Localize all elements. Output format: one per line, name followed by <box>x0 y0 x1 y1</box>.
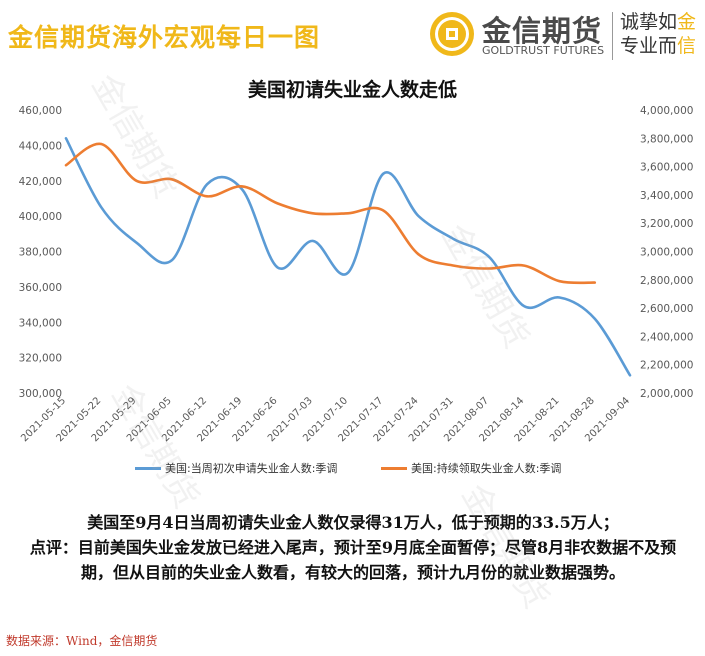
right-axis-tick-label: 4,000,000 <box>640 105 693 117</box>
goldtrust-logo-icon <box>430 12 474 56</box>
left-axis-ticks: 300,000 320,000 340,000 360,000 380,000 400,0… <box>19 105 62 400</box>
right-axis-tick-label: 2,600,000 <box>640 303 693 315</box>
commentary-analysis: 点评：目前美国失业金发放已经进入尾声，预计至9月底全面暂停；尽管8月非农数据不及… <box>29 538 677 582</box>
right-axis-ticks: 2,000,000 2,200,000 2,400,000 2,600,000 2,80… <box>640 105 693 400</box>
initial-claims-line <box>64 137 632 377</box>
legend-item-initial-claims: 美国:当周初次申请失业金人数:季调 <box>135 460 337 476</box>
logo-english-name: GOLDTRUST FUTURES <box>482 44 605 57</box>
slogan-line1-highlight: 金 <box>677 11 697 33</box>
left-axis-tick-label: 340,000 <box>19 317 62 329</box>
right-axis-tick-label: 3,200,000 <box>640 218 693 230</box>
left-axis-tick-label: 460,000 <box>19 105 62 117</box>
left-axis-tick-label: 440,000 <box>19 140 62 152</box>
slogan-line1-text: 诚挚如 <box>620 11 678 33</box>
right-axis-tick-label: 2,000,000 <box>640 388 693 400</box>
slogan: 诚挚如金 专业而信 <box>620 10 700 58</box>
right-axis-tick-label: 3,000,000 <box>640 247 693 259</box>
logo-chinese-name: 金信期货 <box>482 14 603 48</box>
legend-swatch-initial-claims <box>135 466 161 470</box>
left-axis-tick-label: 320,000 <box>19 353 62 365</box>
continuing-claims-line <box>64 142 597 285</box>
left-axis-tick-label: 300,000 <box>19 388 62 400</box>
left-axis-tick-label: 400,000 <box>19 211 62 223</box>
right-axis-tick-label: 3,600,000 <box>640 162 693 174</box>
right-axis-tick-label: 2,400,000 <box>640 331 693 343</box>
header-title: 金信期货海外宏观每日一图 <box>8 23 321 52</box>
header: 金信期货海外宏观每日一图 金信期货 GOLDTRUST FUTURES 诚挚如金… <box>0 0 705 70</box>
legend-label-initial-claims: 美国:当周初次申请失业金人数:季调 <box>165 462 338 475</box>
legend-item-continuing-claims: 美国:持续领取失业金人数:季调 <box>381 460 561 476</box>
data-source: 数据来源：Wind，金信期货 <box>6 634 158 648</box>
legend-label-continuing-claims: 美国:持续领取失业金人数:季调 <box>411 462 562 475</box>
legend-swatch-continuing-claims <box>381 466 407 470</box>
series-lines <box>64 137 632 377</box>
slogan-line2-highlight: 信 <box>677 35 697 57</box>
slogan-line2-text: 专业而 <box>620 35 678 57</box>
left-axis-tick-label: 360,000 <box>19 282 62 294</box>
right-axis-tick-label: 2,200,000 <box>640 360 693 372</box>
x-axis-ticks: 2021-05-152021-05-222021-05-292021-06-05… <box>19 395 632 444</box>
right-axis-tick-label: 3,800,000 <box>640 133 693 145</box>
chart-title: 美国初请失业金人数走低 <box>247 79 457 101</box>
dual-axis-line-chart: 300,000 320,000 340,000 360,000 380,000 400,0… <box>19 105 694 444</box>
chart-legend: 美国:当周初次申请失业金人数:季调 美国:持续领取失业金人数:季调 <box>0 460 705 480</box>
left-axis-tick-label: 420,000 <box>19 176 62 188</box>
commentary-summary: 美国至9月4日当周初请失业金人数仅录得31万人，低于预期的33.5万人； <box>87 513 619 532</box>
right-axis-tick-label: 3,400,000 <box>640 190 693 202</box>
commentary: 美国至9月4日当周初请失业金人数仅录得31万人，低于预期的33.5万人； 点评：… <box>14 510 692 585</box>
left-axis-tick-label: 380,000 <box>19 247 62 259</box>
slogan-divider <box>612 12 613 60</box>
right-axis-tick-label: 2,800,000 <box>640 275 693 287</box>
